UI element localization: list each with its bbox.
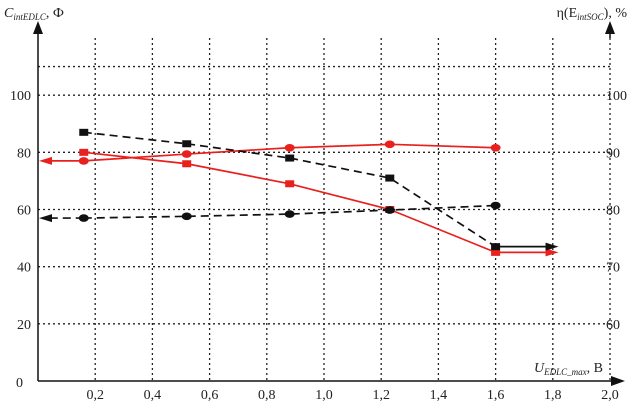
left-tick-label-4: 80 (17, 146, 31, 161)
left-tick-label-5: 100 (10, 89, 31, 104)
left-tick-label-1: 20 (17, 318, 31, 333)
left-tick-label-3: 60 (17, 204, 31, 219)
series-0-line (83, 151, 496, 254)
series-3-point-3 (384, 206, 395, 214)
series-1-point-1 (181, 150, 192, 158)
x-tick-label-6: 1,4 (430, 388, 448, 401)
grid-lines (38, 38, 611, 381)
series-3-point-2 (284, 210, 295, 218)
right-tick-label-1: 70 (606, 261, 620, 276)
series-2-arrow-head (545, 242, 559, 251)
x-axis-title: UEDLC_max, B (534, 361, 603, 377)
x-axis-arrow (611, 376, 625, 386)
right-axis-title: η(EintSOC), % (557, 6, 628, 22)
x-tick-label-0: 0,2 (86, 388, 104, 401)
series-0-point-2 (285, 180, 295, 188)
series-2-line (83, 131, 497, 248)
left-axis-arrow (33, 21, 43, 34)
right-tick-label-3: 90 (606, 146, 620, 161)
series-3-line (83, 204, 496, 219)
right-axis-ticks: 60 70 80 90 100 (606, 89, 627, 333)
series-2 (79, 128, 559, 251)
series-3-arrow-head (39, 214, 52, 223)
series-3-point-4 (490, 201, 501, 210)
series-1 (39, 140, 501, 165)
origin-label: 0 (16, 376, 23, 391)
x-tick-label-2: 0,6 (201, 388, 219, 401)
series-1-point-3 (384, 140, 395, 149)
x-tick-label-8: 1,8 (544, 388, 562, 401)
x-tick-label-9: 2,0 (601, 388, 619, 401)
x-tick-label-4: 1,0 (315, 388, 333, 401)
left-axis-ticks: 20 40 60 80 100 (10, 89, 31, 333)
series-1-point-2 (284, 143, 295, 152)
right-axis-arrow (605, 21, 615, 34)
series-0-arrow-head (545, 248, 559, 257)
x-tick-label-7: 1,6 (487, 388, 505, 401)
series-group (39, 128, 559, 257)
series-2-point-0 (79, 128, 89, 136)
right-tick-label-2: 80 (606, 204, 620, 219)
x-tick-label-1: 0,4 (144, 388, 162, 401)
series-1-arrow-head (39, 156, 52, 165)
x-axis-ticks: 0,2 0,4 0,6 0,8 1,0 1,2 1,4 1,6 1,8 2,0 (86, 388, 618, 401)
series-2-point-3 (385, 174, 395, 182)
series-0-point-0 (79, 148, 89, 156)
series-3 (39, 201, 501, 223)
series-0-point-1 (182, 160, 192, 168)
left-axis-title: CintEDLC, Ф (4, 6, 64, 22)
series-3-point-1 (181, 212, 192, 221)
axes (33, 21, 625, 386)
series-1-point-4 (490, 143, 501, 152)
x-tick-label-5: 1,2 (372, 388, 390, 401)
series-2-point-2 (285, 154, 295, 162)
x-tick-label-3: 0,8 (258, 388, 276, 401)
series-0 (79, 148, 559, 257)
series-2-point-1 (182, 140, 192, 148)
right-tick-label-4: 100 (606, 89, 627, 104)
right-tick-label-0: 60 (606, 318, 620, 333)
left-tick-label-2: 40 (17, 261, 31, 276)
